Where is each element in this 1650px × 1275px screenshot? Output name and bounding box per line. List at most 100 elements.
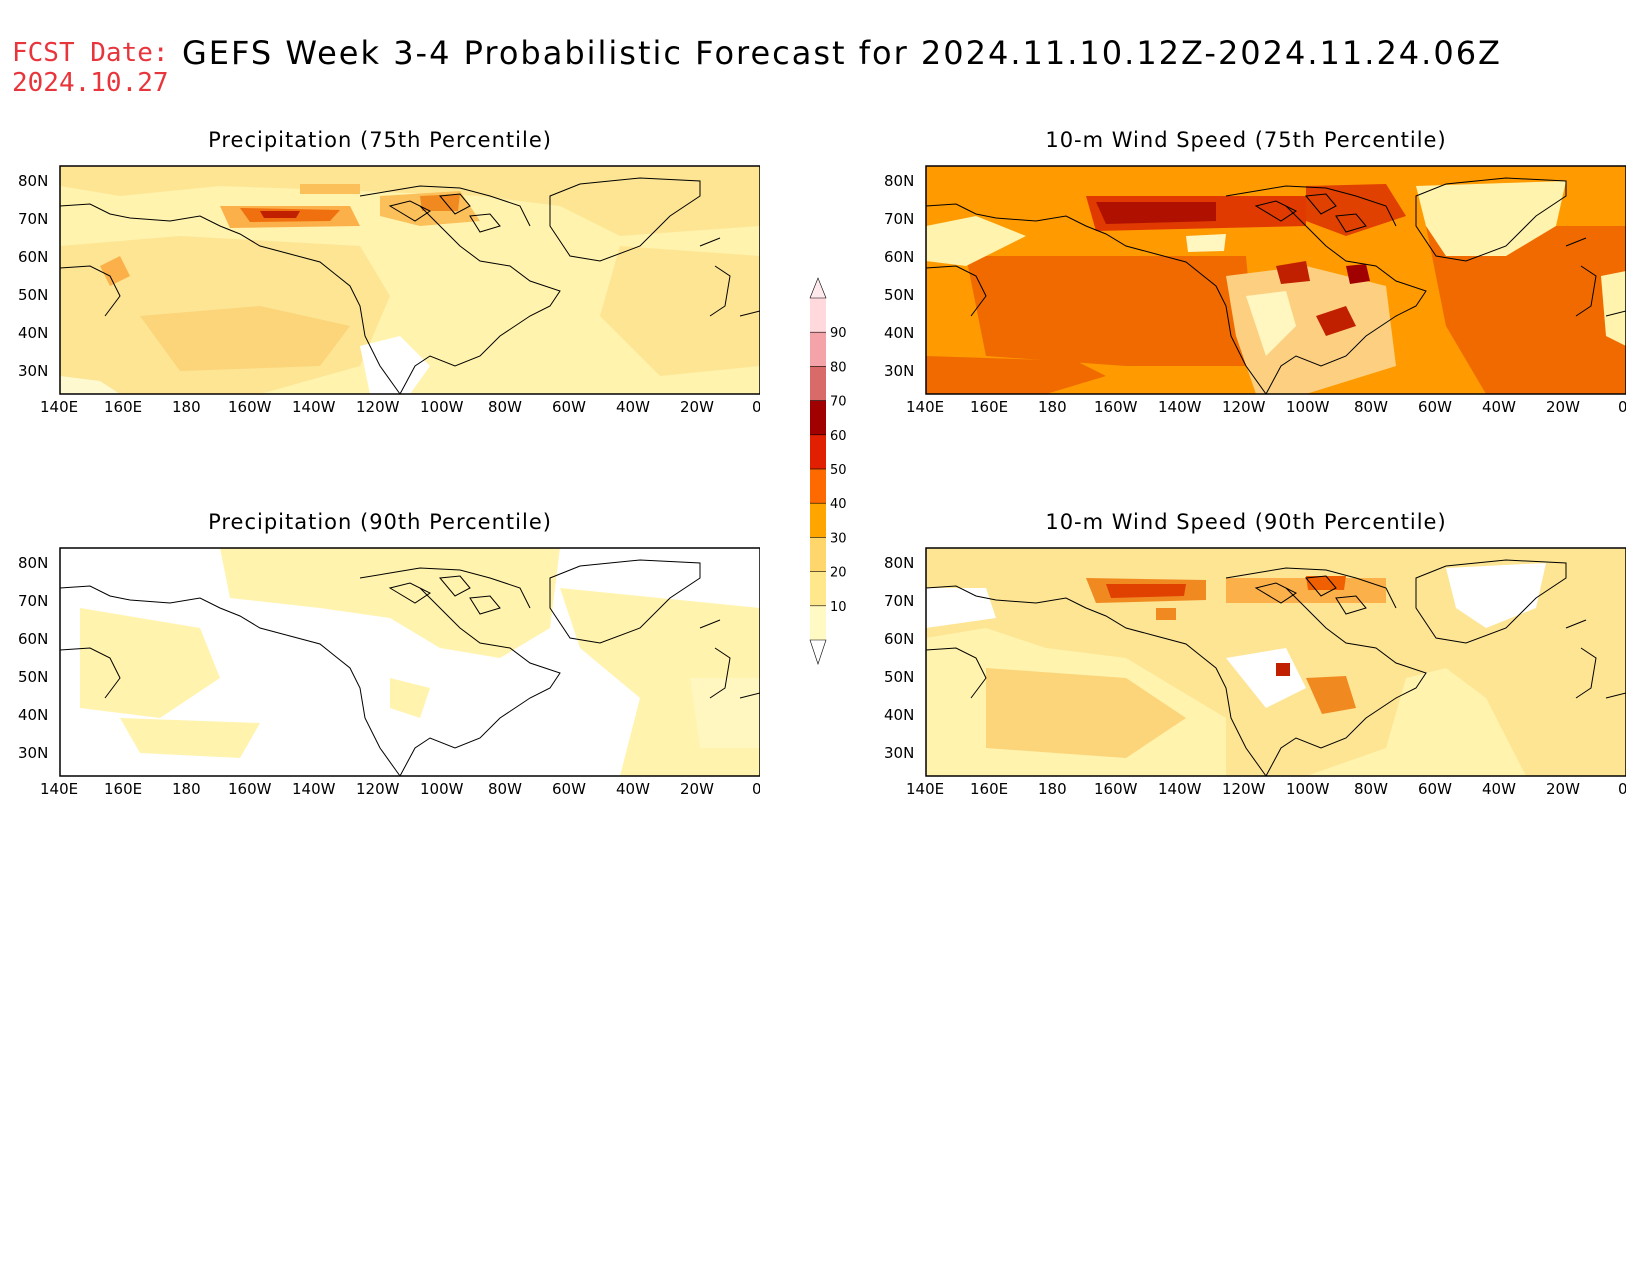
- lat-label: 50N: [884, 668, 914, 686]
- lon-label: 180: [1038, 780, 1067, 798]
- lat-label: 40N: [884, 324, 914, 342]
- lon-label: 140E: [906, 780, 944, 798]
- colorbar-label: 30: [830, 531, 847, 546]
- colorbar-label: 70: [830, 395, 847, 410]
- lon-label: 140W: [1158, 398, 1202, 416]
- lon-label: 20W: [680, 780, 714, 798]
- lon-label: 100W: [1286, 780, 1330, 798]
- lon-label: 80W: [1354, 398, 1388, 416]
- lon-label: 0: [1618, 780, 1626, 798]
- lat-label: 50N: [18, 286, 48, 304]
- lon-label: 160W: [1094, 780, 1138, 798]
- fcst-date: 2024.10.27: [12, 68, 169, 98]
- lat-label: 50N: [18, 668, 48, 686]
- lon-label: 40W: [616, 780, 650, 798]
- lat-label: 80N: [884, 172, 914, 190]
- lon-tick-labels: 140E 160E 180 160W 140W 120W 100W 80W 60…: [906, 398, 1626, 416]
- lon-label: 60W: [552, 398, 586, 416]
- panel-title: Precipitation (90th Percentile): [208, 510, 552, 534]
- colorbar-top-arrow: [809, 277, 827, 299]
- lon-label: 100W: [1286, 398, 1330, 416]
- lat-label: 80N: [18, 554, 48, 572]
- lon-label: 20W: [1546, 780, 1580, 798]
- lon-label: 160W: [228, 780, 272, 798]
- colorbar-svg: 10 20 30 40 50 60 70 80 90: [809, 277, 847, 665]
- lat-label: 30N: [18, 744, 48, 762]
- lat-label: 80N: [884, 554, 914, 572]
- lon-label: 180: [172, 780, 201, 798]
- map-precip-90: 80N 70N 60N 50N 40N 30N 140E 160E 180 16…: [18, 547, 760, 798]
- colorbar-band: [810, 434, 826, 469]
- map-wind-90: 80N 70N 60N 50N 40N 30N 140E 160E 180 16…: [884, 547, 1626, 798]
- colorbar-bottom-arrow: [809, 639, 827, 665]
- lon-label: 100W: [420, 780, 464, 798]
- panel-title: 10-m Wind Speed (75th Percentile): [1045, 128, 1447, 152]
- lon-tick-labels: 140E 160E 180 160W 140W 120W 100W 80W 60…: [906, 780, 1626, 798]
- map-wind-75: 80N 70N 60N 50N 40N 30N 140E 160E 180 16…: [884, 165, 1626, 416]
- lon-label: 180: [1038, 398, 1067, 416]
- lat-tick-labels: 80N 70N 60N 50N 40N 30N: [18, 172, 48, 380]
- colorbar-band: [810, 400, 826, 435]
- lat-label: 60N: [18, 248, 48, 266]
- lon-label: 40W: [616, 398, 650, 416]
- lon-label: 20W: [680, 398, 714, 416]
- lat-label: 70N: [884, 210, 914, 228]
- colorbar-band: [810, 298, 826, 333]
- panel-precip-90: Precipitation (90th Percentile): [0, 510, 760, 830]
- lon-label: 160W: [1094, 398, 1138, 416]
- lat-tick-labels: 80N 70N 60N 50N 40N 30N: [18, 554, 48, 762]
- lat-label: 60N: [884, 630, 914, 648]
- panel-precip-75: Precipitation (75th Percentile): [0, 128, 760, 448]
- lat-label: 60N: [18, 630, 48, 648]
- lat-label: 40N: [18, 324, 48, 342]
- colorbar-band: [810, 332, 826, 367]
- lon-tick-labels: 140E 160E 180 160W 140W 120W 100W 80W 60…: [40, 780, 760, 798]
- lat-label: 80N: [18, 172, 48, 190]
- colorbar-label: 60: [830, 429, 847, 444]
- lon-label: 80W: [488, 780, 522, 798]
- lat-label: 70N: [18, 210, 48, 228]
- lat-label: 60N: [884, 248, 914, 266]
- lon-label: 20W: [1546, 398, 1580, 416]
- colorbar-band: [810, 366, 826, 401]
- lat-label: 40N: [884, 706, 914, 724]
- lon-label: 140E: [40, 398, 78, 416]
- lon-label: 140W: [1158, 780, 1202, 798]
- colorbar-label: 50: [830, 463, 847, 478]
- lon-label: 60W: [1418, 398, 1452, 416]
- lon-label: 160E: [104, 780, 142, 798]
- colorbar-label: 90: [830, 326, 847, 341]
- lat-label: 30N: [18, 362, 48, 380]
- colorbar: 10 20 30 40 50 60 70 80 90: [800, 270, 860, 680]
- colorbar-band: [810, 571, 826, 606]
- colorbar-label: 80: [830, 360, 847, 375]
- lon-label: 140W: [292, 398, 336, 416]
- lon-tick-labels: 140E 160E 180 160W 140W 120W 100W 80W 60…: [40, 398, 760, 416]
- lat-tick-labels: 80N 70N 60N 50N 40N 30N: [884, 172, 914, 380]
- lat-tick-labels: 80N 70N 60N 50N 40N 30N: [884, 554, 914, 762]
- colorbar-band: [810, 537, 826, 572]
- lon-label: 80W: [1354, 780, 1388, 798]
- lon-label: 120W: [356, 780, 400, 798]
- lon-label: 80W: [488, 398, 522, 416]
- lat-label: 30N: [884, 744, 914, 762]
- fcst-label: FCST Date:: [12, 38, 169, 68]
- lat-label: 30N: [884, 362, 914, 380]
- lon-label: 160E: [104, 398, 142, 416]
- panel-wind-90: 10-m Wind Speed (90th Percentile): [866, 510, 1626, 830]
- lon-label: 100W: [420, 398, 464, 416]
- lon-label: 160E: [970, 780, 1008, 798]
- map-precip-75: 80N 70N 60N 50N 40N 30N 140E 160E 180 16…: [18, 165, 760, 416]
- lon-label: 40W: [1482, 780, 1516, 798]
- colorbar-label: 40: [830, 497, 847, 512]
- lon-label: 60W: [1418, 780, 1452, 798]
- lon-label: 140W: [292, 780, 336, 798]
- panel-wind-75: 10-m Wind Speed (75th Percentile): [866, 128, 1626, 448]
- lat-label: 70N: [18, 592, 48, 610]
- lon-label: 0: [752, 780, 760, 798]
- lat-label: 50N: [884, 286, 914, 304]
- lon-label: 40W: [1482, 398, 1516, 416]
- lat-label: 70N: [884, 592, 914, 610]
- main-title: GEFS Week 3-4 Probabilistic Forecast for…: [182, 34, 1502, 72]
- colorbar-label: 10: [830, 600, 847, 615]
